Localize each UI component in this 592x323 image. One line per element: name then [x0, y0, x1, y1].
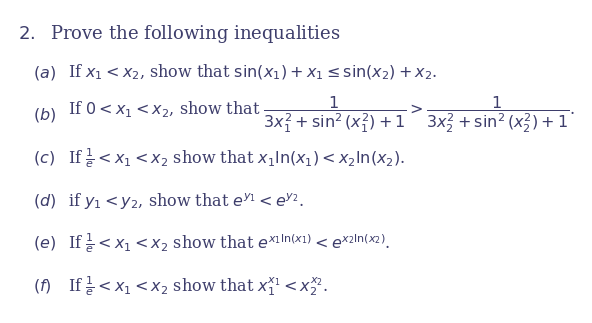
Text: If $0 < x_1 < x_2$, show that $\dfrac{1}{3x_1^2+\sin^2(x_1^2)+1} > \dfrac{1}{3x_: If $0 < x_1 < x_2$, show that $\dfrac{1}… [68, 95, 575, 135]
Text: $(c)$: $(c)$ [33, 149, 54, 167]
Text: if $y_1 < y_2$, show that $e^{y_1} < e^{y_2}$.: if $y_1 < y_2$, show that $e^{y_1} < e^{… [68, 191, 304, 211]
Text: If $\frac{1}{e} < x_1 < x_2$ show that $x_1^{x_1} < x_2^{x_2}$.: If $\frac{1}{e} < x_1 < x_2$ show that $… [68, 274, 328, 298]
Text: $2.$  Prove the following inequalities: $2.$ Prove the following inequalities [18, 23, 340, 45]
Text: $(b)$: $(b)$ [33, 106, 56, 124]
Text: If $\frac{1}{e} < x_1 < x_2$ show that $e^{x_1\ln(x_1)} < e^{x_2\ln(x_2)}$.: If $\frac{1}{e} < x_1 < x_2$ show that $… [68, 231, 391, 255]
Text: $(a)$: $(a)$ [33, 64, 56, 82]
Text: If $x_1 < x_2$, show that $\sin(x_1) + x_1 \leq \sin(x_2) + x_2$.: If $x_1 < x_2$, show that $\sin(x_1) + x… [68, 63, 437, 82]
Text: $(d)$: $(d)$ [33, 192, 56, 210]
Text: $(e)$: $(e)$ [33, 234, 56, 252]
Text: If $\frac{1}{e} < x_1 < x_2$ show that $x_1\ln(x_1) < x_2\ln(x_2)$.: If $\frac{1}{e} < x_1 < x_2$ show that $… [68, 146, 406, 170]
Text: $(f)$: $(f)$ [33, 277, 52, 295]
